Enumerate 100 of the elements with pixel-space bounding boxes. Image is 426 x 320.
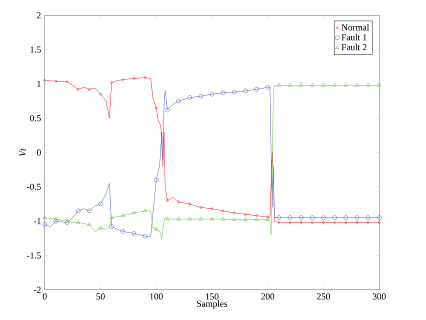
point bbox=[144, 76, 146, 79]
point bbox=[154, 178, 158, 182]
point bbox=[187, 95, 192, 100]
y-tick-label: 1 bbox=[37, 80, 41, 87]
point bbox=[243, 217, 248, 221]
point bbox=[132, 231, 136, 236]
point bbox=[76, 220, 80, 224]
y-tick-label: -1.5 bbox=[27, 252, 41, 258]
x-axis-title: Samples bbox=[197, 300, 228, 309]
point bbox=[154, 226, 158, 230]
point bbox=[176, 98, 181, 104]
point bbox=[120, 229, 126, 234]
y-tick-label: 0.5 bbox=[30, 114, 41, 122]
point bbox=[310, 82, 314, 86]
point bbox=[354, 215, 360, 220]
x-tick-label: 300 bbox=[372, 293, 386, 300]
point bbox=[142, 234, 148, 238]
point bbox=[288, 82, 292, 86]
x-tick-label: 100 bbox=[150, 293, 163, 300]
point bbox=[166, 199, 169, 202]
point bbox=[98, 202, 103, 206]
point bbox=[299, 82, 304, 86]
point bbox=[278, 221, 280, 224]
point bbox=[311, 221, 314, 224]
point bbox=[65, 218, 70, 222]
point bbox=[165, 108, 170, 112]
point bbox=[210, 216, 214, 220]
point bbox=[254, 87, 259, 92]
y-tick-label: 0 bbox=[36, 149, 41, 156]
point bbox=[266, 84, 270, 90]
point bbox=[288, 221, 292, 224]
y-tick-label: -2 bbox=[34, 286, 41, 293]
point bbox=[321, 215, 326, 220]
point bbox=[188, 216, 192, 220]
point bbox=[288, 215, 292, 220]
point bbox=[354, 82, 359, 86]
point bbox=[244, 212, 247, 216]
point bbox=[176, 216, 181, 220]
point bbox=[356, 221, 358, 224]
point bbox=[276, 82, 281, 86]
y-tick-label: -0.5 bbox=[27, 184, 41, 190]
point bbox=[322, 221, 325, 224]
point bbox=[366, 215, 370, 220]
point bbox=[198, 216, 203, 220]
point bbox=[366, 82, 370, 86]
point bbox=[177, 200, 180, 204]
point bbox=[344, 82, 348, 86]
legend-label: Fault 1 bbox=[342, 34, 366, 40]
point bbox=[110, 81, 113, 84]
point bbox=[110, 215, 114, 219]
point bbox=[54, 216, 58, 220]
point bbox=[344, 221, 348, 224]
point bbox=[222, 209, 224, 212]
point bbox=[344, 215, 348, 220]
legend-label: Normal bbox=[342, 24, 370, 30]
point bbox=[143, 208, 148, 212]
y-axis-title: Vt bbox=[20, 148, 26, 156]
point bbox=[255, 214, 258, 217]
point bbox=[210, 207, 214, 210]
point bbox=[99, 92, 102, 96]
point bbox=[322, 82, 326, 86]
point bbox=[132, 210, 136, 214]
x-tick-label: 50 bbox=[96, 293, 105, 300]
point bbox=[332, 215, 337, 220]
y-tick-label: 1.5 bbox=[30, 46, 41, 53]
x-tick-label: 150 bbox=[206, 293, 218, 300]
legend-label: Fault 2 bbox=[342, 44, 367, 50]
y-tick-label: -1 bbox=[34, 218, 41, 224]
point bbox=[54, 218, 58, 224]
point bbox=[87, 222, 92, 226]
point bbox=[221, 216, 226, 220]
y-tick-label: 2 bbox=[36, 12, 41, 18]
point bbox=[232, 217, 236, 221]
point bbox=[266, 217, 270, 221]
point bbox=[232, 90, 237, 94]
x-tick-label: 250 bbox=[317, 293, 330, 300]
point bbox=[64, 220, 70, 225]
point bbox=[210, 92, 214, 96]
point bbox=[66, 80, 68, 83]
point bbox=[120, 213, 125, 217]
point bbox=[188, 202, 191, 206]
point bbox=[276, 215, 282, 220]
point bbox=[109, 224, 114, 229]
point bbox=[366, 221, 370, 224]
point bbox=[254, 217, 259, 221]
point bbox=[54, 80, 58, 82]
point bbox=[165, 216, 170, 220]
point bbox=[332, 82, 337, 86]
point bbox=[333, 221, 336, 224]
point bbox=[298, 215, 304, 220]
point bbox=[220, 90, 226, 95]
point bbox=[122, 78, 124, 81]
x-tick-label: 200 bbox=[261, 293, 274, 300]
point bbox=[300, 221, 302, 224]
point bbox=[87, 208, 92, 213]
point bbox=[98, 226, 102, 230]
point bbox=[243, 88, 248, 93]
point bbox=[76, 208, 80, 213]
x-tick-label: 0 bbox=[42, 293, 47, 300]
point bbox=[310, 215, 315, 220]
